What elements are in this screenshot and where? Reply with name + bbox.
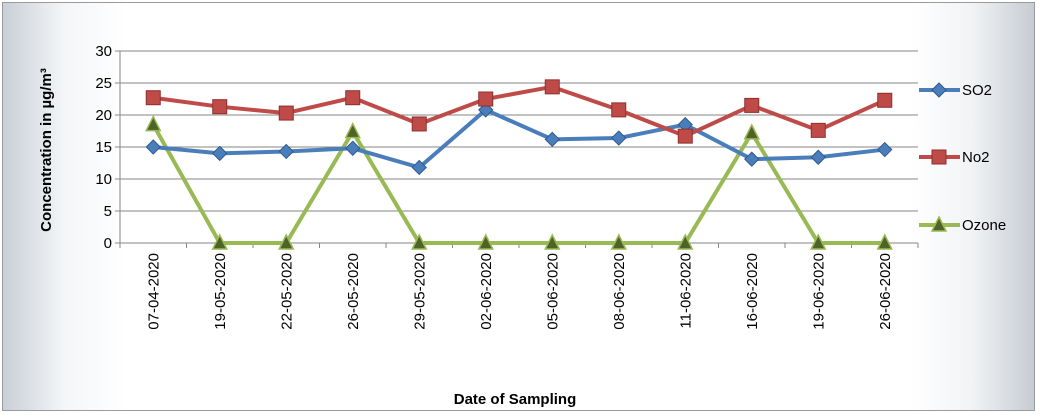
data-point-ozone bbox=[145, 114, 162, 132]
x-tick-label: 26-06-2020 bbox=[877, 253, 894, 330]
data-point-ozone bbox=[411, 233, 428, 250]
data-point-no2 bbox=[744, 97, 760, 113]
data-point-ozone bbox=[278, 233, 295, 250]
data-point-no2 bbox=[212, 99, 228, 115]
x-axis-title: Date of Sampling bbox=[454, 391, 577, 408]
y-tick-label: 0 bbox=[104, 235, 112, 252]
legend-marker-so2 bbox=[931, 82, 947, 98]
series-ozone bbox=[145, 114, 893, 250]
x-tick-label: 05-06-2020 bbox=[544, 253, 561, 330]
chart-frame bbox=[2, 2, 1035, 411]
data-point-ozone bbox=[544, 233, 561, 250]
legend-item-no2: No2 bbox=[919, 149, 990, 166]
y-tick-label: 15 bbox=[95, 139, 112, 156]
series-no2 bbox=[145, 79, 893, 144]
data-point-ozone bbox=[610, 233, 627, 250]
data-point-no2 bbox=[145, 90, 161, 106]
data-point-no2 bbox=[877, 92, 893, 108]
x-tick-label: 02-06-2020 bbox=[478, 253, 495, 330]
x-tick-label: 11-06-2020 bbox=[677, 253, 694, 329]
x-tick-label: 19-05-2020 bbox=[212, 253, 229, 330]
legend-label-so2: SO2 bbox=[962, 82, 992, 99]
series-line-no2 bbox=[152, 84, 886, 139]
data-point-so2 bbox=[611, 130, 627, 146]
data-point-so2 bbox=[744, 151, 760, 167]
legend-label-ozone: Ozone bbox=[962, 217, 1006, 234]
data-point-no2 bbox=[345, 90, 361, 106]
data-point-so2 bbox=[877, 141, 893, 158]
legend-item-ozone: Ozone bbox=[919, 215, 1006, 234]
data-point-so2 bbox=[145, 139, 161, 155]
legend: SO2 No2 Ozone bbox=[919, 82, 1006, 234]
y-tick-labels: 0 5 10 15 20 25 30 bbox=[95, 43, 112, 252]
legend-marker-no2 bbox=[931, 149, 947, 165]
y-tick-label: 5 bbox=[104, 203, 112, 220]
x-tick-label: 08-06-2020 bbox=[611, 253, 628, 330]
y-axis-title: Concentration in µg/m³ bbox=[38, 68, 55, 232]
data-point-ozone bbox=[810, 233, 827, 250]
data-point-so2 bbox=[411, 159, 427, 176]
x-tick-label: 07-04-2020 bbox=[145, 253, 162, 330]
x-tick-labels: 07-04-2020 19-05-2020 22-05-2020 26-05-2020… bbox=[145, 253, 894, 330]
data-point-ozone bbox=[876, 233, 893, 250]
x-tick-label: 16-06-2020 bbox=[744, 253, 761, 330]
data-point-no2 bbox=[611, 102, 627, 118]
data-point-so2 bbox=[810, 149, 826, 165]
data-point-so2 bbox=[544, 131, 560, 148]
data-point-no2 bbox=[411, 116, 427, 132]
data-point-so2 bbox=[345, 140, 361, 156]
y-tick-label: 20 bbox=[95, 107, 112, 124]
data-point-ozone bbox=[677, 233, 694, 250]
legend-item-so2: SO2 bbox=[919, 82, 992, 99]
series-line-ozone bbox=[151, 123, 885, 245]
data-point-no2 bbox=[544, 79, 560, 95]
y-tick-label: 10 bbox=[95, 171, 112, 188]
data-point-no2 bbox=[677, 128, 693, 144]
y-tick-label: 25 bbox=[95, 75, 112, 92]
series bbox=[145, 79, 893, 250]
data-point-ozone bbox=[743, 123, 760, 140]
data-point-ozone bbox=[211, 233, 228, 250]
legend-marker-ozone bbox=[930, 215, 948, 232]
series-line-so2 bbox=[153, 107, 885, 170]
gridlines bbox=[115, 50, 919, 248]
data-point-ozone bbox=[344, 121, 361, 139]
x-tick-label: 22-05-2020 bbox=[278, 253, 295, 330]
x-tick-label: 29-05-2020 bbox=[411, 253, 428, 330]
data-point-so2 bbox=[278, 143, 294, 160]
series-so2 bbox=[145, 102, 893, 176]
data-point-so2 bbox=[212, 145, 228, 162]
data-point-no2 bbox=[478, 91, 494, 107]
data-point-no2 bbox=[810, 122, 826, 138]
x-tick-label: 19-06-2020 bbox=[810, 253, 827, 330]
data-point-ozone bbox=[477, 233, 494, 250]
y-tick-label: 30 bbox=[95, 43, 112, 60]
legend-label-no2: No2 bbox=[962, 149, 990, 166]
x-tick-label: 26-05-2020 bbox=[345, 253, 362, 330]
data-point-no2 bbox=[278, 105, 294, 121]
